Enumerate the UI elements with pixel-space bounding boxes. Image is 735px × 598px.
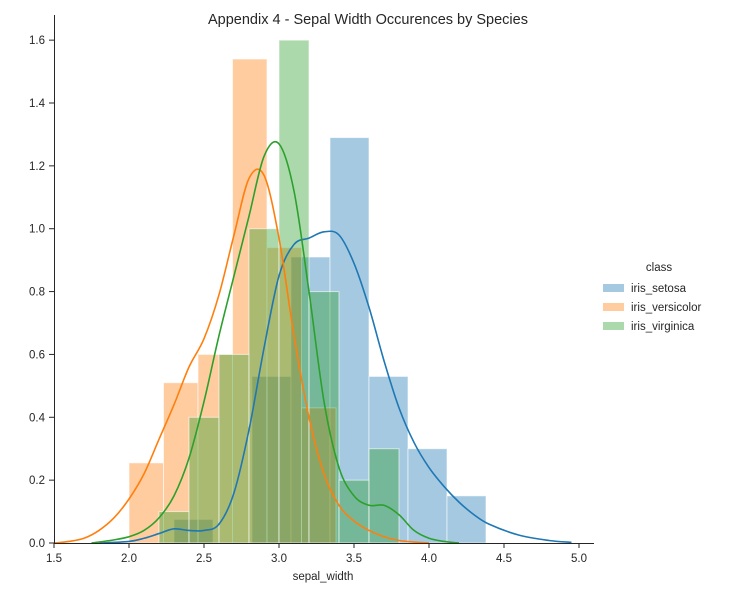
x-axis-ticks: 1.5 2.0 2.5 3.0 3.5 4.0 4.5 5.0 — [46, 543, 587, 565]
legend-swatch-iris_versicolor — [603, 303, 624, 311]
legend-swatch-iris_virginica — [603, 322, 624, 330]
histogram-bar-iris_versicolor-3 — [232, 58, 268, 544]
x-tick-label: 2.5 — [196, 553, 212, 565]
legend-label-iris_versicolor: iris_versicolor — [631, 302, 701, 314]
chart-title: Appendix 4 - Sepal Width Occurences by S… — [208, 12, 528, 28]
histogram-bar-iris_virginica-7 — [368, 448, 400, 544]
histogram-bar-iris_virginica-4 — [278, 39, 310, 544]
histogram-bar-iris_versicolor-0 — [128, 462, 164, 544]
x-tick-label: 2.0 — [121, 553, 137, 565]
histogram-bar-iris_versicolor-4 — [266, 247, 302, 544]
y-tick-label: 1.4 — [29, 98, 46, 110]
x-tick-label: 5.0 — [571, 553, 587, 565]
x-tick-label: 4.5 — [496, 553, 512, 565]
y-tick-label: 0.4 — [29, 412, 46, 424]
x-tick-label: 1.5 — [46, 553, 62, 565]
kde-line-iris_versicolor — [53, 168, 430, 544]
x-tick-label: 4.0 — [421, 553, 437, 565]
histogram-bar-iris_virginica-1 — [188, 416, 220, 544]
legend-label-iris_virginica: iris_virginica — [631, 321, 695, 333]
kde-line-iris_setosa — [98, 230, 572, 544]
y-tick-label: 0.8 — [29, 287, 45, 299]
legend-title: class — [646, 262, 672, 274]
x-axis-label: sepal_width — [293, 571, 354, 583]
legend: class iris_setosa iris_versicolor iris_vir… — [603, 262, 701, 333]
y-tick-label: 0.2 — [29, 475, 45, 487]
legend-label-iris_setosa: iris_setosa — [631, 283, 687, 295]
y-tick-label: 0.6 — [29, 349, 45, 361]
legend-swatch-iris_setosa — [603, 284, 624, 292]
histogram-bar-iris_virginica-0 — [158, 511, 190, 544]
histogram-bar-iris_versicolor-5 — [301, 407, 337, 544]
y-tick-label: 1.2 — [29, 161, 45, 173]
x-tick-label: 3.5 — [346, 553, 362, 565]
histogram-bars — [128, 39, 487, 544]
plot-area — [53, 39, 572, 544]
kde-curves — [53, 140, 572, 544]
x-tick-label: 3.0 — [271, 553, 287, 565]
y-tick-label: 1.0 — [29, 224, 45, 236]
y-tick-label: 1.6 — [29, 35, 45, 47]
histogram-bar-iris_setosa-6 — [407, 448, 448, 544]
histogram-bar-iris_virginica-3 — [248, 228, 280, 544]
histogram-bar-iris_setosa-2 — [251, 375, 292, 544]
y-tick-label: 0.0 — [29, 538, 45, 550]
kde-line-iris_virginica — [91, 140, 460, 544]
y-axis-ticks: 0.0 0.2 0.4 0.6 0.8 1.0 1.2 1.4 1.6 — [29, 35, 54, 550]
